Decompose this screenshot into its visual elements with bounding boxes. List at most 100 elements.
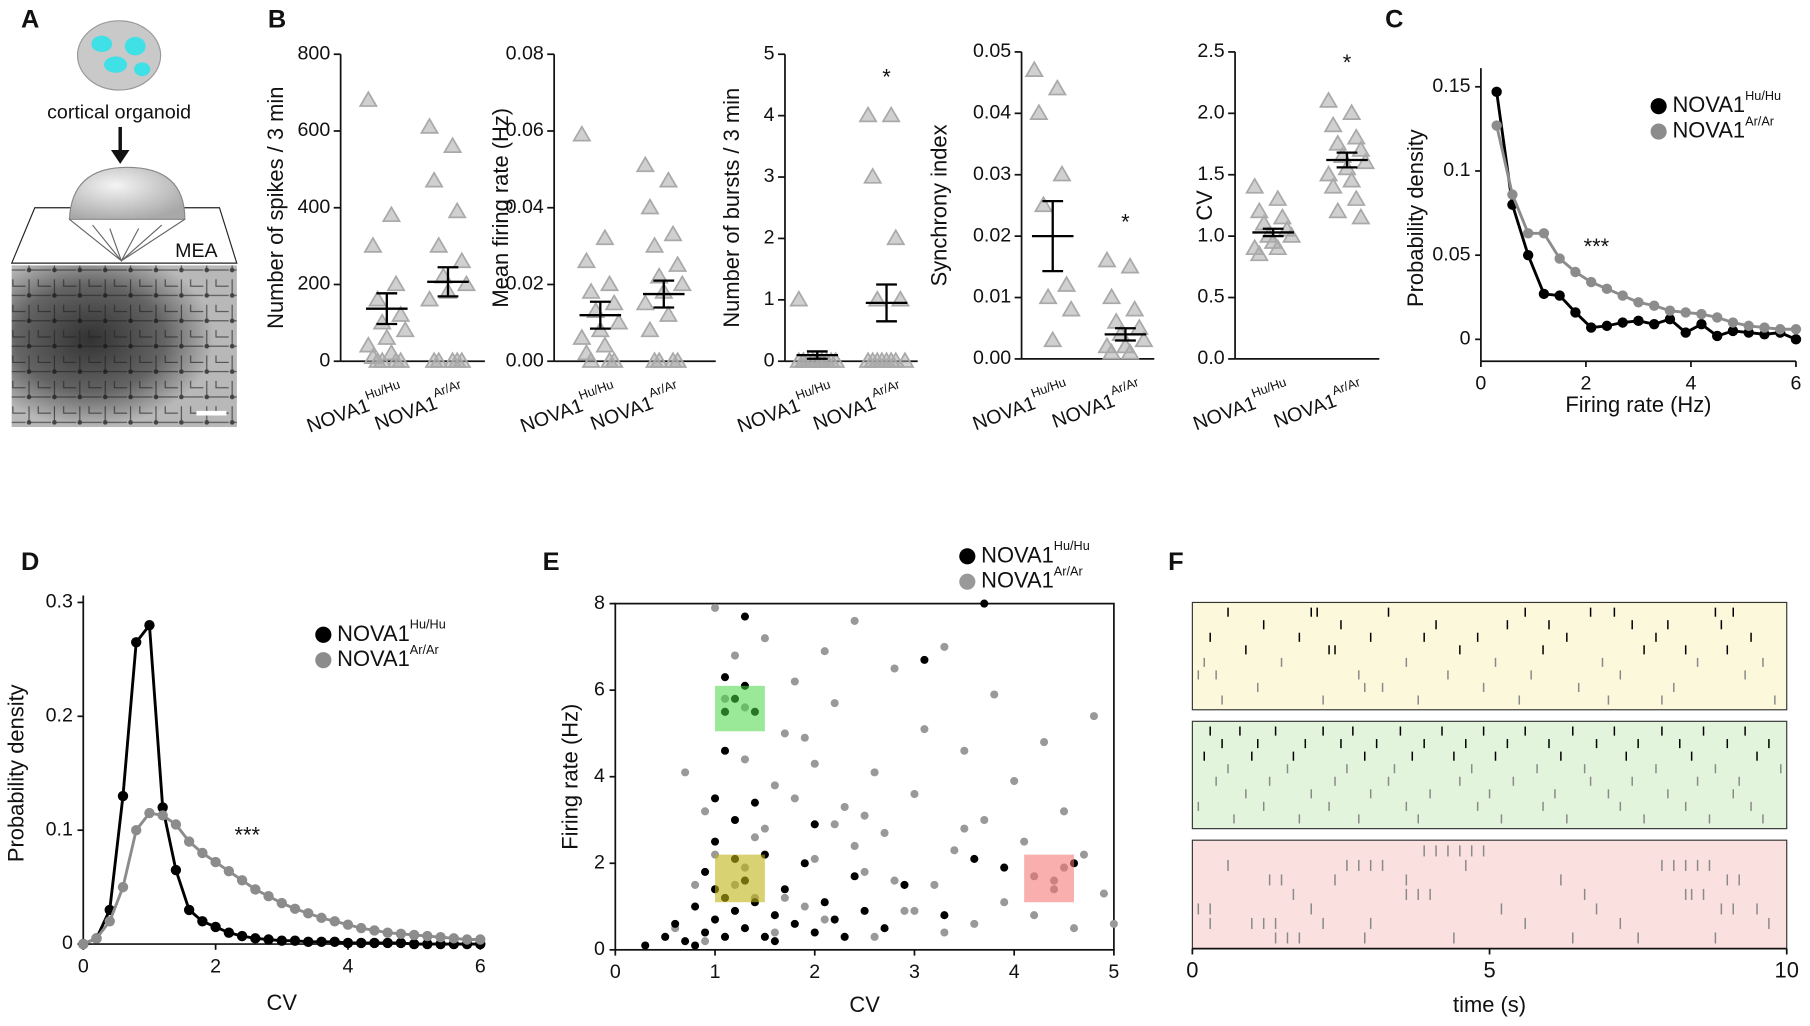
scatter-point bbox=[930, 880, 939, 889]
data-point bbox=[1120, 257, 1140, 274]
scatter-point bbox=[870, 932, 879, 941]
scatter-point bbox=[641, 941, 650, 950]
data-point bbox=[793, 351, 814, 368]
y-axis-label: Number of bursts / 3 min bbox=[719, 88, 744, 328]
x-axis-label: Firing rate (Hz) bbox=[1565, 392, 1711, 417]
data-point bbox=[886, 351, 906, 368]
data-point bbox=[1342, 171, 1362, 188]
line-marker bbox=[408, 929, 420, 941]
data-point bbox=[367, 290, 388, 307]
line-marker bbox=[289, 903, 301, 914]
data-point bbox=[1272, 207, 1292, 225]
data-point bbox=[658, 171, 678, 188]
annotation: *** bbox=[234, 823, 260, 848]
scatter-point bbox=[770, 928, 779, 937]
line-marker bbox=[1522, 249, 1534, 261]
scatter-point bbox=[681, 937, 690, 946]
legend-label: NOVA1Hu/Hu bbox=[337, 618, 446, 646]
data-point bbox=[443, 136, 463, 153]
line-marker bbox=[316, 912, 327, 924]
x-tick-label-base: NOVA1 bbox=[1049, 390, 1118, 433]
data-point bbox=[452, 251, 472, 269]
x-tick-label-base: NOVA1 bbox=[1271, 390, 1340, 433]
data-point bbox=[1134, 330, 1154, 348]
data-point bbox=[1323, 177, 1343, 194]
data-point bbox=[649, 351, 669, 368]
y-tick-label: 0.06 bbox=[506, 119, 544, 141]
data-point bbox=[381, 205, 402, 223]
data-point bbox=[1038, 287, 1058, 305]
x-tick-label-base: NOVA1 bbox=[518, 395, 587, 438]
line-marker bbox=[1570, 266, 1581, 278]
y-tick-label: 0.1 bbox=[1443, 159, 1470, 181]
scatter-point bbox=[710, 794, 720, 803]
scatter-point bbox=[750, 798, 759, 807]
y-axis-label: Firing rate (Hz) bbox=[557, 704, 582, 850]
scatter-point bbox=[770, 781, 779, 790]
error-bar bbox=[589, 300, 611, 330]
data-point bbox=[1033, 195, 1054, 213]
scatter-point bbox=[760, 824, 769, 833]
line-marker bbox=[1585, 276, 1597, 288]
scatter-point bbox=[800, 859, 809, 868]
line-marker bbox=[276, 897, 287, 909]
data-point bbox=[635, 293, 655, 311]
diagram: cortical organoid MEA bbox=[10, 20, 238, 428]
scatter-point bbox=[790, 919, 799, 928]
arrow-head bbox=[110, 150, 130, 164]
data-point bbox=[447, 201, 467, 219]
x-tick-label: 0 bbox=[78, 955, 89, 977]
line-marker bbox=[382, 937, 393, 949]
legend-label: NOVA1Hu/Hu bbox=[1672, 89, 1781, 117]
y-tick-label: 0.04 bbox=[973, 102, 1011, 124]
y-tick-label: 2 bbox=[764, 227, 775, 249]
scatter-point bbox=[940, 911, 949, 920]
line-marker bbox=[117, 790, 129, 802]
scatter-point bbox=[990, 690, 999, 699]
scatter-point bbox=[980, 599, 989, 608]
y-tick-label: 0.02 bbox=[506, 273, 544, 295]
scatter-point bbox=[850, 872, 859, 881]
line-marker bbox=[1759, 322, 1770, 333]
y-tick-label: 0 bbox=[764, 349, 775, 371]
y-tick-label: 0 bbox=[319, 349, 330, 371]
x-tick-label: 1 bbox=[710, 961, 721, 983]
x-tick-label-sup: Hu/Hu bbox=[1250, 375, 1289, 400]
data-point bbox=[1346, 189, 1366, 206]
data-point bbox=[881, 105, 901, 123]
line-marker bbox=[250, 884, 261, 895]
data-point bbox=[886, 228, 906, 246]
data-point bbox=[668, 351, 688, 368]
line-marker bbox=[197, 847, 208, 859]
line-marker bbox=[183, 836, 195, 847]
data-point bbox=[1120, 342, 1140, 360]
data-point bbox=[1249, 244, 1269, 262]
error-bar bbox=[1042, 199, 1064, 273]
data-point bbox=[858, 105, 878, 123]
data-point bbox=[672, 274, 692, 292]
scatter-point bbox=[870, 768, 879, 777]
data-point bbox=[1024, 60, 1044, 77]
line-marker bbox=[1743, 320, 1754, 332]
organoid-cell bbox=[91, 35, 113, 52]
scatter-point bbox=[820, 898, 829, 907]
x-tick-label-base: NOVA1 bbox=[588, 392, 657, 435]
x-tick-label-sup: Hu/Hu bbox=[363, 378, 402, 403]
x-tick-label-base: NOVA1 bbox=[734, 395, 803, 438]
line-marker bbox=[104, 916, 115, 927]
y-axis-label: Synchrony index bbox=[927, 124, 952, 286]
line-marker bbox=[475, 934, 486, 945]
legend-label-base: NOVA1 bbox=[981, 542, 1054, 567]
scatter-point bbox=[1079, 850, 1089, 859]
line-marker bbox=[369, 937, 380, 949]
line-marker bbox=[263, 934, 274, 945]
line-marker bbox=[395, 937, 407, 949]
line-marker bbox=[1491, 120, 1502, 131]
data-point bbox=[867, 351, 887, 368]
y-axis-label: Probability density bbox=[3, 684, 28, 862]
data-point bbox=[826, 351, 846, 368]
scatter-point bbox=[860, 811, 869, 820]
x-tick-label-sup: Hu/Hu bbox=[1029, 375, 1068, 400]
scatter-point bbox=[720, 932, 730, 941]
error-bar bbox=[1262, 227, 1284, 238]
